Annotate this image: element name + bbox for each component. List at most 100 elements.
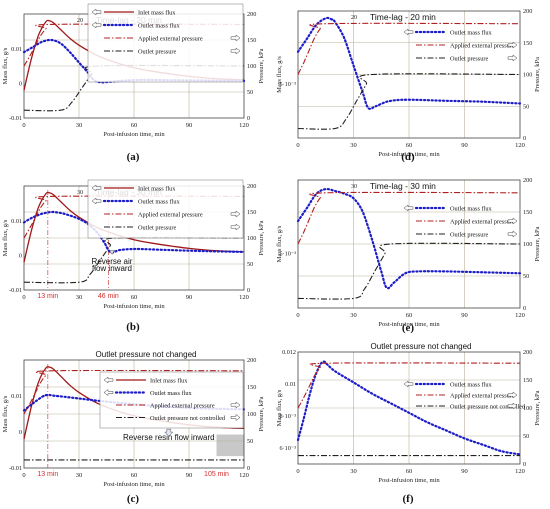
annotation-text: 105 min <box>204 471 229 478</box>
y2-tick-label: 150 <box>247 209 256 216</box>
arrow-right-icon <box>507 54 518 62</box>
legend-label: Outlet pressure not controlled <box>150 415 226 422</box>
y2-tick-label: 150 <box>523 377 532 384</box>
x-axis-label: Post-infusion time, min <box>378 477 440 484</box>
series-line-outletp <box>23 64 245 112</box>
arrow-left-icon <box>403 28 414 36</box>
x-tick-label: 0 <box>296 142 299 149</box>
y2-tick-label: 200 <box>247 357 256 364</box>
arrow-icon <box>164 428 174 437</box>
arrow-icon <box>109 250 115 255</box>
x-tick-label: 90 <box>461 468 468 475</box>
series-line-applied <box>297 22 521 75</box>
y2-tick-label: 0 <box>247 465 250 472</box>
legend-label: Applied external pressure <box>450 218 515 225</box>
y2-tick-label: 200 <box>523 8 532 15</box>
y-tick-label: 5·10⁻³ <box>280 250 297 257</box>
chart-title: Time-lag - 20 min <box>370 12 436 22</box>
legend-label: Outlet mass flux <box>150 390 192 397</box>
arrow-right-icon <box>230 414 241 421</box>
y2-tick-label: 200 <box>247 11 256 18</box>
y-tick-label: 0.01 <box>11 218 22 225</box>
legend-label: Applied external pressure <box>138 211 203 218</box>
y2-axis-label: Pressure, kPa <box>534 57 541 92</box>
y2-tick-label: 0 <box>247 287 250 294</box>
legend-label: Applied external pressure <box>138 35 203 42</box>
y2-tick-label: 150 <box>523 209 532 216</box>
panel-label: (b) <box>126 321 140 333</box>
legend-label: Outlet pressure <box>450 231 488 238</box>
y2-tick-label: 0 <box>247 115 250 122</box>
arrow-left-icon <box>103 389 114 396</box>
legend-label: Outlet pressure not controlled <box>450 403 526 410</box>
y2-tick-label: 50 <box>247 438 253 445</box>
legend-label: Outlet pressure <box>138 48 176 55</box>
x-tick-label: 120 <box>515 142 525 149</box>
y-axis-label: Mass flux, g/s <box>2 219 9 256</box>
y2-tick-label: 100 <box>247 63 256 70</box>
series-line-applied <box>297 362 521 409</box>
y-tick-label: 0 <box>19 253 22 260</box>
legend-label: Outlet mass flux <box>450 205 492 212</box>
y-tick-label: 0.01 <box>11 46 22 53</box>
y2-tick-label: 150 <box>247 37 256 44</box>
x-tick-label: 90 <box>186 472 193 479</box>
x-tick-label: 60 <box>406 312 413 319</box>
y-tick-label: 0.01 <box>11 393 22 400</box>
annotation-text: 13 min <box>37 471 58 478</box>
time-marker-label: 20 <box>77 18 83 24</box>
y2-tick-label: 0 <box>523 461 526 468</box>
legend-box <box>87 3 244 83</box>
legend-label: Inlet mass flux <box>150 377 188 384</box>
arrow-right-icon <box>507 391 518 399</box>
x-tick-label: 60 <box>131 122 138 129</box>
arrow-left-icon <box>403 380 414 388</box>
x-tick-label: 0 <box>296 468 299 475</box>
series-line-applied <box>23 369 245 415</box>
arrow-left-icon <box>91 8 102 16</box>
x-axis-label: Post-infusion time, min <box>103 303 165 310</box>
x-tick-label: 0 <box>22 294 25 301</box>
y2-tick-label: 200 <box>523 349 532 356</box>
annotation-text: flow inward <box>92 264 132 273</box>
y2-tick-label: 200 <box>247 183 256 190</box>
annotation-text: 13 min <box>37 293 58 300</box>
legend-label: Applied external pressure <box>450 392 515 399</box>
y2-axis-label: Pressure, kPa <box>534 226 541 261</box>
y2-tick-label: 50 <box>523 433 529 440</box>
y-tick-label: 0.012 <box>282 349 296 356</box>
y2-tick-label: 100 <box>523 72 532 79</box>
legend-label: Outlet mass flux <box>450 29 492 36</box>
x-tick-label: 120 <box>239 472 249 479</box>
series-line-applied <box>23 23 245 67</box>
arrow-right-icon <box>507 402 518 410</box>
y-tick-label: 6·10⁻³ <box>280 445 297 452</box>
x-tick-label: 90 <box>461 312 468 319</box>
y-tick-label: -0.01 <box>9 115 22 122</box>
x-tick-label: 30 <box>350 468 357 475</box>
chart-title: Outlet pressure not changed <box>96 350 197 359</box>
x-tick-label: 120 <box>239 122 249 129</box>
chart-a: 0 30 60 90 120-0.0100.01050100150200Post-inf… <box>2 3 265 138</box>
x-tick-label: 60 <box>406 468 413 475</box>
x-tick-label: 60 <box>131 294 138 301</box>
x-tick-label: 0 <box>22 122 25 129</box>
arrow-left-icon <box>103 376 114 384</box>
y-tick-label: 0 <box>19 429 22 436</box>
annotation-text: 46 min <box>98 293 119 300</box>
series-line-applied <box>297 191 521 245</box>
series-line-applied <box>23 195 245 239</box>
x-axis-label: Post-infusion time, min <box>378 321 440 328</box>
legend-label: Applied external pressure <box>450 42 515 49</box>
y-axis-label: Mass flux, g/s <box>2 47 9 84</box>
x-tick-label: 90 <box>186 122 193 129</box>
time-marker-label: 20 <box>351 15 357 21</box>
y2-tick-label: 0 <box>523 305 526 312</box>
time-marker-label: 30 <box>351 184 357 190</box>
panel-label: (f) <box>403 493 414 505</box>
chart-title: Time-lag - 30 min <box>370 181 436 191</box>
arrow-left-icon <box>91 21 102 29</box>
arrow-right-icon <box>230 47 241 55</box>
annotation-text: Reverse air <box>92 257 133 266</box>
x-tick-label: 0 <box>296 312 299 319</box>
